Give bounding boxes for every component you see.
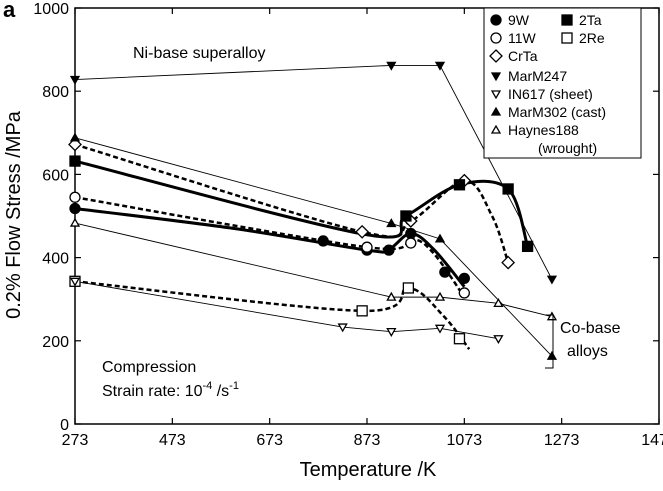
x-tick-label: 873 <box>354 432 381 449</box>
x-tick-label: 1473 <box>641 432 663 449</box>
co-base-label-line2: alloys <box>567 343 608 360</box>
data-point-9w <box>439 266 451 278</box>
data-point-marm302-cast <box>386 218 397 228</box>
data-point-crta <box>355 224 370 239</box>
data-point-9w <box>383 244 395 256</box>
tick-labels: 273 473 673 873 1073 1273 1473 0 200 400 600 800 100… <box>33 1 663 449</box>
data-point-9w <box>69 202 81 215</box>
x-tick-label: 273 <box>62 432 89 449</box>
data-point-marm302-cast <box>69 132 81 142</box>
x-tick-label: 1073 <box>447 432 483 449</box>
data-point-9w <box>317 235 329 247</box>
data-point-2ta <box>502 183 514 195</box>
legend-label-11w: 11W <box>508 30 537 46</box>
data-point-9w <box>458 272 470 285</box>
data-point-11w <box>458 287 470 299</box>
data-point-in617-sheet <box>434 324 446 334</box>
legend-label-marm247: MarM247 <box>508 68 567 84</box>
data-point-2ta <box>400 210 412 222</box>
data-point-marm247 <box>546 275 558 285</box>
data-point-in617-sheet <box>386 327 397 337</box>
data-point-marm302-cast <box>546 350 558 360</box>
legend-marker-11w <box>490 32 502 44</box>
legend-label-crta: CrTa <box>508 48 538 64</box>
legend-marker-haynes188 <box>490 124 502 134</box>
legend-items: 9W 2Ta 11W 2Re CrTa MarM247 IN617 (sheet) MarM3… <box>489 12 606 156</box>
data-point-haynes188 <box>434 291 446 301</box>
ni-base-annotation: Ni-base superalloy <box>133 45 266 62</box>
series-curves <box>74 64 553 357</box>
data-point-2re <box>402 282 415 294</box>
data-point-2ta <box>453 179 466 191</box>
series-markers <box>68 61 558 360</box>
legend-label-2re: 2Re <box>579 30 605 46</box>
y-tick-label: 600 <box>42 167 69 184</box>
series-line-marm302-cast <box>74 137 553 357</box>
legend-label-marm302-cast: MarM302 (cast) <box>508 104 606 120</box>
panel-label: a <box>3 0 16 22</box>
series-line-2re <box>74 280 471 350</box>
data-point-in617-sheet <box>337 323 348 333</box>
data-point-haynes188 <box>546 311 558 321</box>
series-line-haynes188 <box>74 222 553 318</box>
data-point-haynes188 <box>386 291 397 301</box>
legend-marker-marm302-cast <box>490 106 502 116</box>
data-point-marm247 <box>386 61 397 71</box>
legend-marker-2re <box>561 32 573 44</box>
data-point-haynes188 <box>69 217 81 227</box>
y-tick-label: 800 <box>42 84 69 101</box>
legend-label-9w: 9W <box>508 12 530 28</box>
y-tick-label: 1000 <box>33 1 69 18</box>
data-point-haynes188 <box>493 298 504 308</box>
data-point-2re <box>356 305 368 317</box>
legend-label-2ta: 2Ta <box>579 12 602 28</box>
y-tick-label: 0 <box>60 417 69 434</box>
y-tick-label: 200 <box>42 334 69 351</box>
x-axis-label: Temperature /K <box>300 459 437 481</box>
legend: 9W 2Ta 11W 2Re CrTa MarM247 IN617 (sheet) MarM3… <box>483 7 642 159</box>
legend-marker-in617-sheet <box>490 90 502 100</box>
y-axis-label: 0.2% Flow Stress /MPa <box>3 110 25 319</box>
data-point-11w <box>361 241 373 253</box>
data-point-11w <box>405 237 417 249</box>
x-tick-label: 673 <box>256 432 283 449</box>
x-tick-label: 1273 <box>544 432 580 449</box>
compression-annotation: Compression <box>102 359 196 376</box>
series-line-in617-sheet <box>74 280 499 340</box>
strain-rate-unit-exponent: -1 <box>229 380 239 392</box>
data-point-2ta <box>521 240 534 253</box>
legend-label-haynes188-line2: (wrought) <box>538 140 597 156</box>
data-point-in617-sheet <box>493 335 504 345</box>
legend-label-haynes188: Haynes188 <box>508 122 579 138</box>
strain-rate-annotation: Strain rate: 10-4 /s-1 <box>102 380 239 400</box>
legend-marker-2ta <box>561 14 573 26</box>
data-point-marm302-cast <box>434 233 446 243</box>
co-base-bracket <box>545 314 554 369</box>
data-point-crta <box>501 255 516 270</box>
x-tick-label: 473 <box>159 432 186 449</box>
data-point-2re <box>453 333 466 345</box>
data-point-9w <box>405 227 417 240</box>
data-point-marm247 <box>434 61 446 71</box>
legend-marker-9w <box>490 14 502 26</box>
co-base-label-line1: Co-base <box>560 320 621 337</box>
data-point-in617-sheet <box>69 277 81 287</box>
data-point-marm247 <box>69 75 81 85</box>
strain-rate-unit: /s <box>212 383 229 400</box>
legend-marker-crta <box>489 49 503 63</box>
series-line-crta <box>74 143 510 263</box>
series-line-marm247 <box>74 64 553 280</box>
strain-rate-exponent: -4 <box>203 380 213 392</box>
strain-rate-prefix: Strain rate: 10 <box>102 383 203 400</box>
series-line-2ta <box>74 159 530 247</box>
legend-marker-marm247 <box>490 72 502 82</box>
y-tick-label: 400 <box>42 251 69 268</box>
data-point-11w <box>69 191 81 203</box>
legend-label-in617-sheet: IN617 (sheet) <box>508 86 593 102</box>
data-point-2ta <box>69 155 81 167</box>
data-point-crta <box>68 137 82 152</box>
